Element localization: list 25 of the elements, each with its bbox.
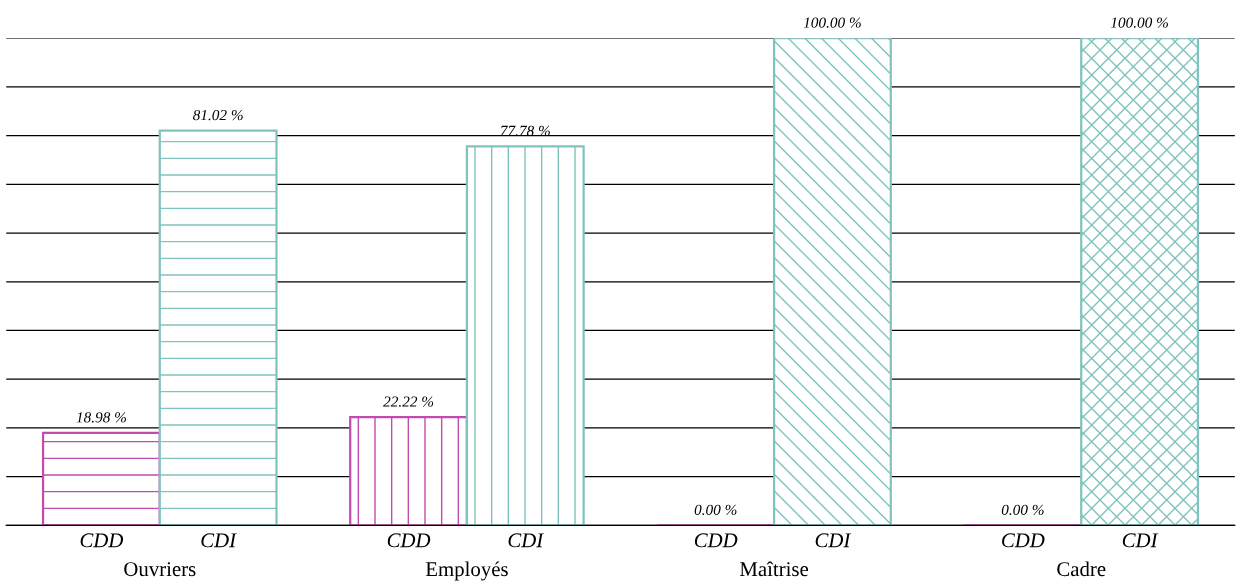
x-tick-label: Employés xyxy=(425,561,508,581)
text: CDI xyxy=(508,533,545,548)
data-label: 18.98 % xyxy=(76,412,127,423)
text: CDD xyxy=(1002,533,1045,548)
text: CDD xyxy=(694,533,738,548)
data-label: 0.00 % xyxy=(694,504,737,516)
data-label: 100.00 % xyxy=(803,17,861,28)
text: CDI xyxy=(815,533,852,548)
data-label: 0.00 % xyxy=(1001,504,1044,516)
text: CDD xyxy=(387,533,431,548)
bar xyxy=(772,38,892,526)
data-label: 81.02 % xyxy=(193,109,243,121)
x-tick-label: Cadre xyxy=(1057,561,1106,577)
series-label: CDD xyxy=(80,533,124,548)
bar xyxy=(158,129,278,526)
series-label: CDI xyxy=(201,533,237,548)
text: CDI xyxy=(1122,533,1159,548)
x-tick-label: Maîtrise xyxy=(739,561,809,577)
x-tick-label: Ouvriers xyxy=(124,562,196,577)
bar xyxy=(1080,38,1200,526)
bar xyxy=(41,431,161,526)
data-label: 100.00 % xyxy=(1110,17,1168,28)
bar xyxy=(465,145,585,526)
data-label: 22.22 % xyxy=(383,396,434,407)
bar xyxy=(349,416,469,526)
